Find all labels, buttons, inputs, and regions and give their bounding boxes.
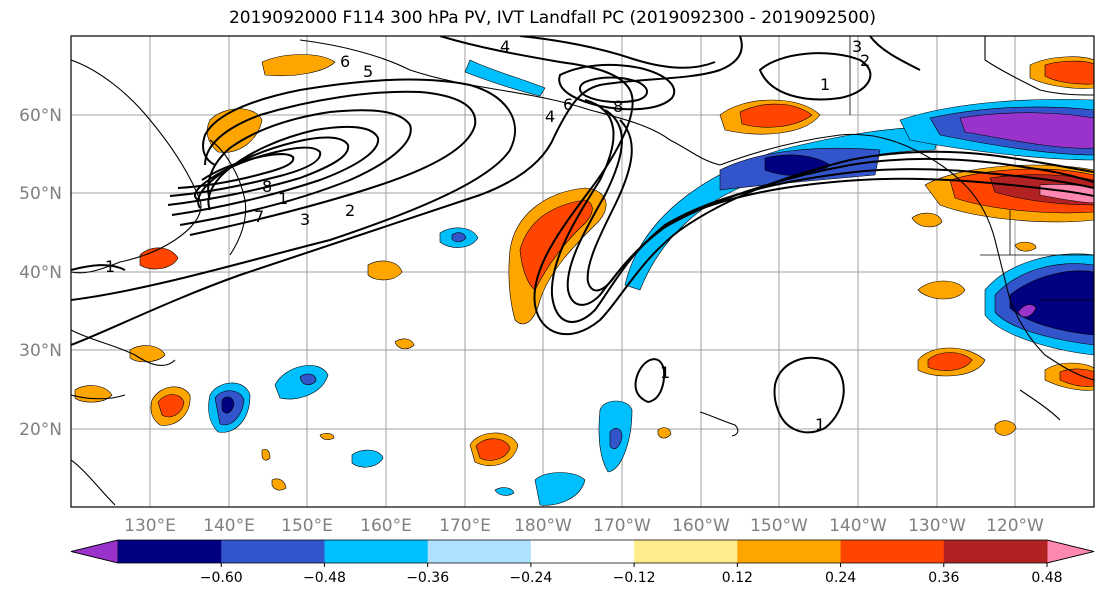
coastlines (71, 36, 1094, 506)
lon-label: 140°W (829, 516, 887, 536)
colorbar-tick-label: −0.60 (200, 570, 243, 586)
lon-label: 160°W (672, 516, 730, 536)
colorbar-tick-label: −0.48 (303, 570, 346, 586)
lon-label: 170°W (593, 516, 651, 536)
lat-label: 20°N (19, 420, 62, 440)
colorbar-segment (634, 540, 738, 563)
lat-label: 50°N (19, 184, 62, 204)
contour-label: 1 (278, 189, 288, 208)
contour-label: 2 (345, 201, 355, 220)
colorbar-segment (840, 540, 945, 563)
colorbar-tick-label: −0.12 (613, 570, 656, 586)
lon-label: 170°E (439, 516, 491, 536)
lon-label: 140°E (203, 516, 255, 536)
colorbar (70, 539, 1095, 564)
contour-label: 1 (660, 363, 670, 382)
shaded-anomalies (74, 54, 1094, 506)
contour-label: 5 (363, 62, 373, 81)
colorbar-segment (324, 540, 429, 563)
lat-label: 30°N (19, 341, 62, 361)
contour-label: 6 (563, 95, 573, 114)
contour-label: 1 (815, 415, 825, 434)
latitude-labels: 60°N 50°N 40°N 30°N 20°N (19, 106, 62, 440)
contour-label: 3 (300, 210, 310, 229)
map-title: 2019092000 F114 300 hPa PV, IVT Landfall… (228, 8, 876, 28)
colorbar-extend-low (70, 539, 119, 564)
longitude-labels: 130°E 140°E 150°E 160°E 170°E 180°W 170°… (124, 516, 1044, 536)
colorbar-tick-label: −0.24 (509, 570, 552, 586)
contour-label: 7 (254, 207, 264, 226)
contour-label: 8 (262, 177, 272, 196)
contour-label: 4 (545, 107, 555, 126)
contour-label: 1 (105, 257, 115, 276)
colorbar-tick-label: 0.12 (722, 570, 753, 586)
colorbar-segment (737, 540, 842, 563)
contour-labels: 6 5 4 8 1 7 3 2 6 4 8 1 3 2 1 1 1 (105, 37, 870, 434)
colorbar-ticks: −0.60 −0.48 −0.36 −0.24 −0.12 0.12 0.24 0.36 0.4… (200, 563, 1063, 586)
lon-label: 130°W (908, 516, 966, 536)
contour-label: 8 (613, 97, 623, 116)
colorbar-extend-high (1046, 539, 1095, 564)
lon-label: 130°E (124, 516, 176, 536)
lat-label: 40°N (19, 263, 62, 283)
map-frame (70, 35, 1095, 508)
pv-contours (71, 36, 1094, 434)
lon-label: 160°E (360, 516, 412, 536)
colorbar-tick-label: −0.36 (406, 570, 449, 586)
contour-label: 4 (500, 37, 510, 56)
lat-label: 60°N (19, 106, 62, 126)
lon-label: 180°W (514, 516, 572, 536)
lon-label: 150°E (281, 516, 333, 536)
contour-label: 6 (340, 52, 350, 71)
colorbar-segment (943, 540, 1048, 563)
lon-label: 150°W (750, 516, 808, 536)
colorbar-segment (530, 540, 635, 563)
lon-label: 120°W (986, 516, 1044, 536)
colorbar-tick-label: 0.36 (928, 570, 959, 586)
colorbar-segment (427, 540, 532, 563)
contour-label: 3 (852, 37, 862, 56)
contour-label: 1 (820, 75, 830, 94)
colorbar-tick-label: 0.24 (825, 570, 856, 586)
colorbar-outline (70, 539, 1095, 564)
colorbar-segment (221, 540, 325, 563)
contour-label: 2 (860, 51, 870, 70)
colorbar-tick-label: 0.48 (1031, 570, 1062, 586)
colorbar-segment (118, 540, 222, 563)
